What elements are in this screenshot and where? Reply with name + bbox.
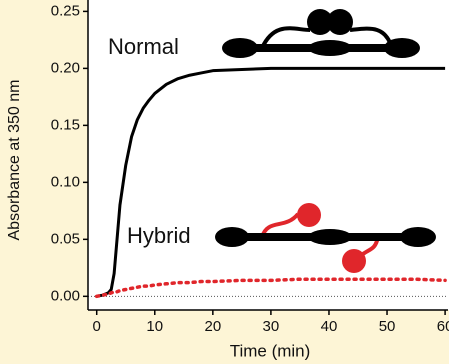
x-tick-label: 20 bbox=[204, 318, 221, 335]
y-tick-label: 0.25 bbox=[51, 2, 80, 19]
x-axis-label: Time (min) bbox=[230, 341, 311, 360]
hybrid-diagram bbox=[215, 203, 436, 273]
y-tick-label: 0.05 bbox=[51, 230, 80, 247]
annotation: Normal bbox=[108, 34, 179, 59]
y-tick-label: 0.00 bbox=[51, 287, 80, 304]
y-tick-label: 0.10 bbox=[51, 173, 80, 190]
x-tick-label: 0 bbox=[93, 318, 101, 335]
y-tick-label: 0.15 bbox=[51, 116, 80, 133]
annotation: Hybrid bbox=[127, 223, 191, 248]
y-axis-label: Absorbance at 350 nm bbox=[6, 80, 23, 241]
x-tick-label: 30 bbox=[263, 318, 280, 335]
x-tick-label: 10 bbox=[146, 318, 163, 335]
x-tick-label: 60 bbox=[437, 318, 449, 335]
normal-diagram bbox=[222, 9, 420, 58]
x-tick-label: 50 bbox=[379, 318, 396, 335]
y-tick-label: 0.20 bbox=[51, 59, 80, 76]
x-tick-label: 40 bbox=[321, 318, 338, 335]
data-line bbox=[96, 66, 446, 298]
data-line bbox=[94, 277, 447, 299]
